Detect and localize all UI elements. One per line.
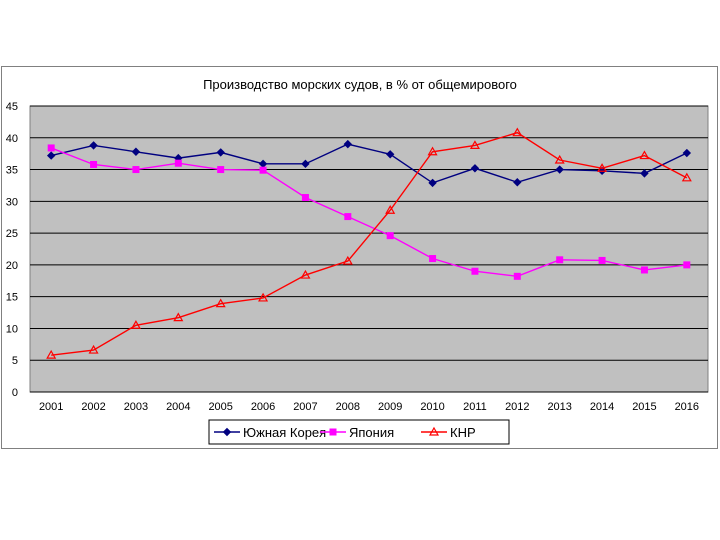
series-line <box>51 143 688 184</box>
data-point <box>131 147 141 156</box>
legend-marker <box>222 427 232 437</box>
chart-title: Производство морских судов, в % от общем… <box>203 77 517 92</box>
series-line <box>50 147 687 278</box>
y-tick-label: 40 <box>6 133 18 145</box>
x-tick-label: 2012 <box>505 401 529 413</box>
data-point <box>681 172 692 182</box>
series-3 <box>46 127 692 359</box>
data-point <box>259 166 267 174</box>
data-point <box>639 150 650 160</box>
data-point <box>513 272 521 280</box>
x-tick-label: 2009 <box>378 401 402 413</box>
legend: Южная Корея Япония КНР <box>208 419 510 445</box>
data-point <box>429 255 437 263</box>
data-point <box>344 213 352 221</box>
y-tick-label: 5 <box>12 355 18 367</box>
y-tick-label: 20 <box>6 260 18 272</box>
data-point <box>132 166 140 174</box>
data-point <box>174 159 182 167</box>
legend-marker <box>329 428 337 436</box>
data-point <box>471 267 479 275</box>
data-point <box>217 166 225 174</box>
data-point <box>640 266 648 274</box>
x-tick-label: 2010 <box>420 401 444 413</box>
data-point <box>173 312 184 322</box>
legend-label: Япония <box>349 425 394 440</box>
data-point <box>555 165 564 174</box>
x-tick-label: 2016 <box>675 401 699 413</box>
x-tick-label: 2005 <box>208 401 232 413</box>
x-tick-label: 2015 <box>632 401 656 413</box>
y-tick-label: 15 <box>6 292 18 304</box>
x-tick-label: 2011 <box>463 401 487 413</box>
data-point <box>427 146 438 156</box>
x-tick-label: 2002 <box>81 401 105 413</box>
x-tick-label: 2001 <box>39 401 63 413</box>
data-point <box>682 148 692 158</box>
data-point <box>385 205 396 214</box>
data-point <box>88 344 99 354</box>
y-tick-label: 30 <box>6 196 18 208</box>
data-point <box>469 140 480 150</box>
data-point <box>554 154 565 164</box>
data-point <box>47 144 55 152</box>
series-1 <box>46 139 692 188</box>
data-point <box>598 256 606 264</box>
x-tick-label: 2013 <box>547 401 571 413</box>
x-tick-label: 2006 <box>251 401 275 413</box>
data-point <box>385 150 395 159</box>
data-point <box>90 160 98 168</box>
data-point <box>513 178 522 187</box>
plot-area <box>29 105 709 393</box>
data-point <box>683 261 691 269</box>
data-point <box>215 298 226 308</box>
y-tick-label: 45 <box>6 101 18 113</box>
data-point <box>89 141 98 150</box>
series-line <box>51 131 688 356</box>
x-tick-label: 2004 <box>166 401 190 413</box>
data-point <box>46 151 56 160</box>
x-tick-label: 2008 <box>336 401 360 413</box>
data-point <box>216 148 225 157</box>
data-point <box>512 127 523 137</box>
data-point <box>597 163 608 172</box>
legend-label: Южная Корея <box>243 425 326 440</box>
data-point <box>46 349 57 359</box>
x-tick-label: 2003 <box>124 401 148 413</box>
x-tick-label: 2014 <box>590 401 614 413</box>
data-point <box>556 256 564 264</box>
legend-box <box>208 419 510 445</box>
data-point <box>343 139 353 149</box>
data-point <box>301 159 310 169</box>
y-axis: 0 5 10 15 20 25 30 35 40 45 <box>6 101 18 399</box>
data-point <box>258 292 269 302</box>
data-point <box>470 164 480 173</box>
data-point <box>428 178 437 188</box>
series-layer <box>46 127 692 359</box>
data-point <box>342 255 353 265</box>
data-point <box>301 194 309 202</box>
y-tick-label: 0 <box>12 387 18 399</box>
x-tick-label: 2007 <box>293 401 317 413</box>
gridlines <box>30 105 708 393</box>
y-tick-label: 25 <box>6 228 18 240</box>
x-axis: 2001 2002 2003 2004 2005 2006 2007 2008 2009 2010… <box>39 401 699 413</box>
legend-label: КНР <box>450 425 476 440</box>
data-point <box>300 269 311 279</box>
data-point <box>386 232 394 240</box>
data-point <box>640 169 649 178</box>
y-tick-label: 35 <box>6 165 18 177</box>
series-2 <box>47 144 691 280</box>
data-point <box>130 320 141 329</box>
legend-marker <box>428 426 440 436</box>
y-tick-label: 10 <box>6 323 18 335</box>
